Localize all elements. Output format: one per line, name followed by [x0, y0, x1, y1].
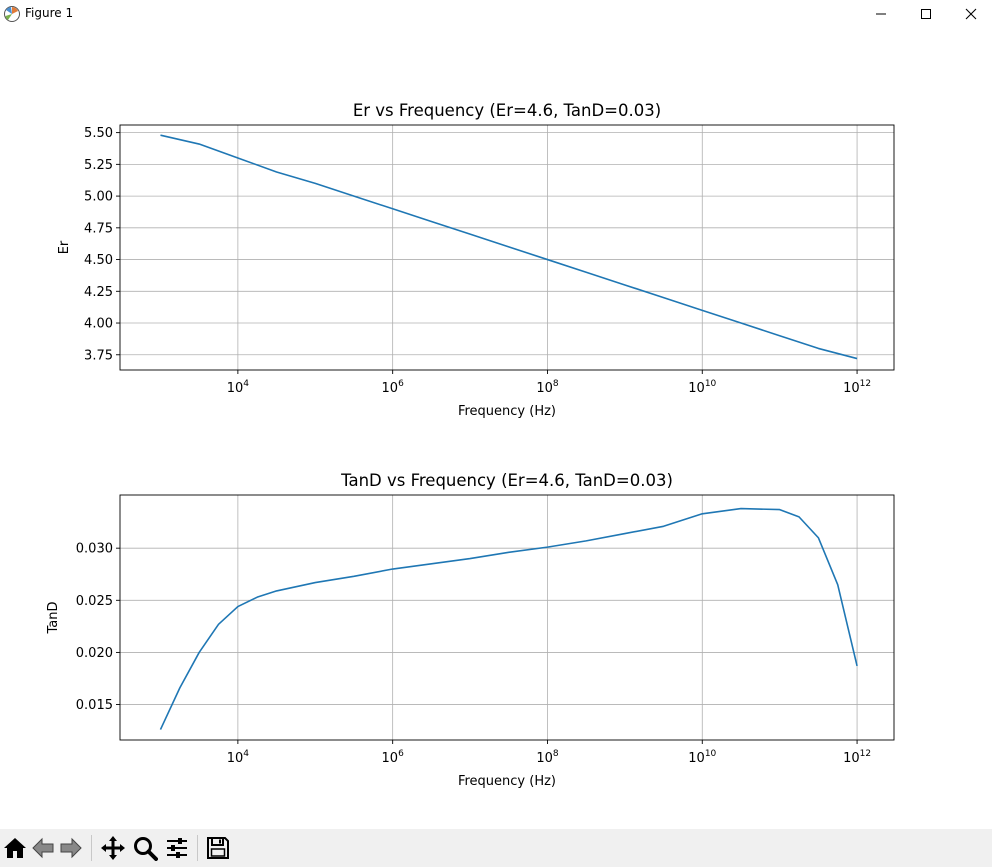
save-button[interactable] — [203, 833, 233, 863]
x-tick-label: 104 — [227, 749, 250, 766]
navigation-toolbar — [0, 829, 992, 867]
x-tick-label: 108 — [536, 749, 559, 766]
axes-frame — [119, 494, 895, 741]
maximize-button[interactable] — [903, 0, 949, 28]
x-tick-label: 1010 — [688, 749, 716, 766]
window-title: Figure 1 — [25, 6, 74, 20]
x-tick-label-exponent: 6 — [398, 379, 404, 389]
x-tick-label-exponent: 4 — [243, 379, 249, 389]
zoom-button[interactable] — [130, 833, 160, 863]
configure-subplots-icon — [167, 838, 187, 858]
back-button[interactable] — [28, 833, 58, 863]
data-line — [160, 134, 858, 360]
chart-title: Er vs Frequency (Er=4.6, TanD=0.03) — [353, 101, 661, 120]
x-tick-label-exponent: 10 — [705, 379, 717, 389]
pan-icon — [101, 836, 125, 860]
x-tick-label-exponent: 10 — [705, 749, 717, 759]
y-tick-label: 4.75 — [84, 221, 113, 236]
x-tick-label-exponent: 8 — [553, 749, 559, 759]
x-tick-label: 1012 — [843, 379, 871, 396]
x-tick-label: 1012 — [843, 749, 871, 766]
y-tick-label: 0.020 — [76, 646, 113, 661]
maximize-icon — [921, 9, 931, 19]
app-icon — [3, 5, 21, 23]
minimize-button[interactable] — [858, 0, 904, 28]
x-tick-label-exponent: 4 — [243, 749, 249, 759]
chart-title: TanD vs Frequency (Er=4.6, TanD=0.03) — [340, 471, 673, 490]
x-tick-label: 106 — [382, 379, 405, 396]
data-line — [159, 507, 858, 730]
x-tick-label-base: 10 — [688, 381, 705, 396]
zoom-icon — [134, 837, 158, 861]
axes-frame — [119, 124, 895, 371]
forward-arrow-icon — [60, 837, 82, 859]
close-button[interactable] — [948, 0, 992, 28]
back-arrow-icon — [32, 837, 54, 859]
y-tick-label: 0.015 — [76, 698, 113, 713]
window-titlebar: Figure 1 — [0, 0, 992, 28]
forward-button[interactable] — [56, 833, 86, 863]
home-button[interactable] — [0, 833, 30, 863]
save-icon — [207, 837, 229, 859]
toolbar-separator — [197, 835, 198, 861]
x-tick-label-base: 10 — [843, 381, 860, 396]
y-tick-label: 4.00 — [84, 317, 113, 332]
toolbar-separator — [91, 835, 92, 861]
y-tick-label: 5.25 — [84, 158, 113, 173]
x-tick-label-base: 10 — [227, 381, 244, 396]
x-tick-label-exponent: 6 — [398, 749, 404, 759]
x-tick-label-base: 10 — [843, 751, 860, 766]
configure-subplots-button[interactable] — [162, 833, 192, 863]
close-icon — [965, 8, 977, 20]
y-tick-label: 5.50 — [84, 126, 113, 141]
charts-svg: 104 106 108 1010 10123.754.004.254.504.755.0… — [46, 101, 895, 789]
figure-canvas[interactable]: 104 106 108 1010 1012 3.75 4.00 4.25 4.50 4.75 5.0… — [0, 28, 992, 829]
x-axis-label: Frequency (Hz) — [458, 774, 556, 789]
x-tick-label: 106 — [382, 749, 405, 766]
x-tick-label-base: 10 — [227, 751, 244, 766]
x-axis-label: Frequency (Hz) — [458, 404, 556, 419]
x-tick-label: 1010 — [688, 379, 716, 396]
chart-1: 104 106 108 1010 10123.754.004.254.504.755.0… — [57, 101, 895, 419]
y-tick-label: 0.025 — [76, 594, 113, 609]
y-tick-label: 4.50 — [84, 253, 113, 268]
x-tick-label-base: 10 — [688, 751, 705, 766]
y-axis-label: Er — [57, 240, 72, 254]
x-tick-label-exponent: 8 — [553, 379, 559, 389]
pan-button[interactable] — [98, 833, 128, 863]
home-icon — [4, 838, 26, 858]
x-tick-label-base: 10 — [536, 381, 553, 396]
y-tick-label: 5.00 — [84, 190, 113, 205]
chart-2: 104 106 108 1010 10120.0150.0200.0250.030Tan… — [46, 471, 895, 789]
x-tick-label: 108 — [536, 379, 559, 396]
y-axis-label: TanD — [46, 601, 61, 634]
x-tick-label-exponent: 12 — [860, 379, 871, 389]
x-tick-label-base: 10 — [382, 751, 399, 766]
y-tick-label: 3.75 — [84, 348, 113, 363]
y-tick-label: 4.25 — [84, 285, 113, 300]
x-tick-label-base: 10 — [536, 751, 553, 766]
x-tick-label-exponent: 12 — [860, 749, 871, 759]
x-tick-label-base: 10 — [382, 381, 399, 396]
y-tick-label: 0.030 — [76, 542, 113, 557]
x-tick-label: 104 — [227, 379, 250, 396]
minimize-icon — [876, 13, 886, 15]
